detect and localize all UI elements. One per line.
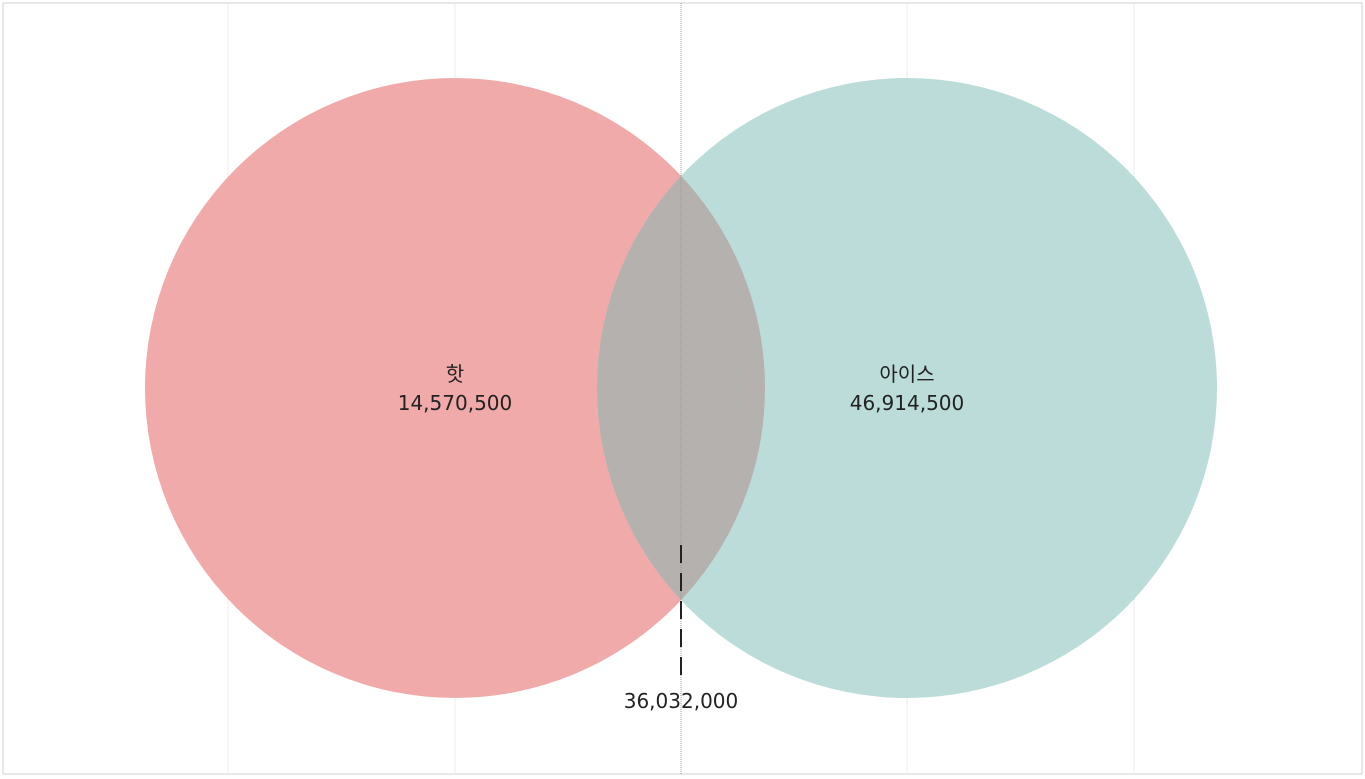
set-hot-value: 14,570,500 [398, 391, 513, 415]
set-ice-label: 아이스 [879, 362, 934, 386]
set-ice-circle[interactable] [597, 78, 1217, 698]
set-ice-value: 46,914,500 [850, 391, 965, 415]
intersection-value: 36,032,000 [624, 689, 739, 713]
set-hot-circle[interactable] [145, 78, 765, 698]
set-hot-label: 핫 [446, 362, 464, 386]
